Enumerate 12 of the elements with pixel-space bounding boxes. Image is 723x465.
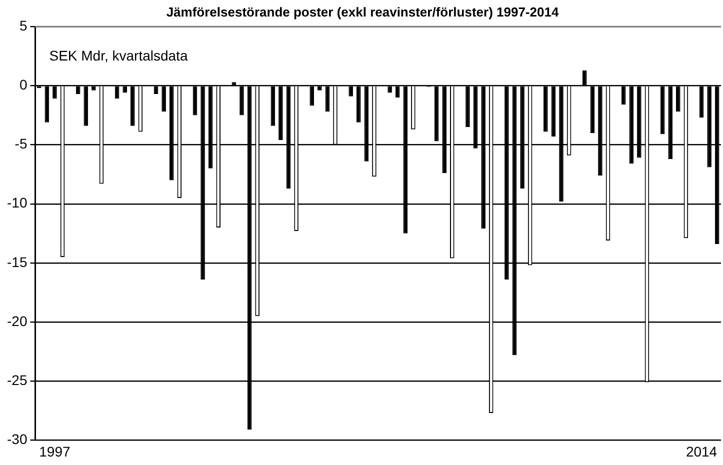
y-tick-label: -15: [7, 254, 28, 270]
x-tick-label: 1997: [39, 443, 70, 460]
y-tick-label: -30: [7, 431, 28, 448]
y-tick-label: -5: [14, 136, 28, 152]
annotation: SEK Mdr, kvartalsdata: [49, 47, 188, 64]
y-tick-label: 5: [19, 17, 28, 34]
chart-title: Jämförelsestörande poster (exkl reavinster/förluster) 1997-2014: [166, 4, 560, 20]
y-tick-label: -20: [7, 312, 28, 329]
x-tick-label: 2014: [686, 443, 718, 460]
y-tick-label: -25: [7, 372, 28, 388]
y-tick-label: 0: [19, 76, 28, 93]
y-tick-label: -10: [7, 194, 28, 211]
